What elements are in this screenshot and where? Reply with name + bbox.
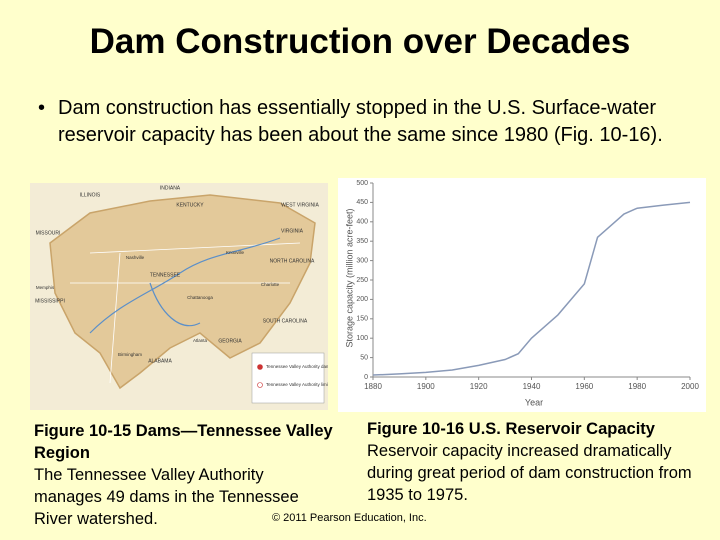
y-tick-label: 200 [356,296,368,303]
chart-bg [338,178,706,412]
x-tick-label: 1980 [628,382,646,391]
tva-region [49,194,316,390]
map-label: ALABAMA [148,358,172,364]
y-tick-label: 100 [356,335,368,342]
x-tick-label: 1940 [523,382,541,391]
slide-title: Dam Construction over Decades [89,22,631,61]
caption-text: The Tennessee Valley Authority manages 4… [34,466,299,528]
y-tick-label: 0 [364,374,368,381]
map-label: GEORGIA [218,338,242,344]
map-legend [251,352,325,404]
map: ILLINOIS INDIANA KENTUCKY WEST VIRGINIA VIRG… [30,183,328,410]
right-caption: Figure 10-16 U.S. Reservoir Capacity Res… [367,418,697,506]
x-tick-label: 1920 [470,382,488,391]
map-label: SOUTH CAROLINA [263,318,308,324]
map-label: Atlanta [193,338,208,343]
x-tick-label: 2000 [681,382,699,391]
map-label: Birmingham [118,352,142,357]
state-borders [70,242,301,384]
map-label: MISSISSIPPI [35,298,65,304]
left-caption: Figure 10-15 Dams—Tennessee Valley Regio… [34,420,334,530]
map-label: Knoxville [226,250,245,255]
bullet-text: Dam construction has essentially stopped… [58,97,663,146]
map-label: Charlotte [261,282,280,287]
map-label: WEST VIRGINIA [281,202,319,208]
caption-title: Figure 10-15 Dams—Tennessee Valley Regio… [34,422,333,462]
map-label: TENNESSEE [150,272,181,278]
caption-text: Reservoir capacity increased dramaticall… [367,442,692,504]
map-label: Nashville [126,255,145,260]
map-label: MISSOURI [36,230,61,236]
chart: Storage capacity (million acre-feet) Yea… [338,178,706,412]
x-tick-label: 1900 [417,382,435,391]
bullet-dot: • [38,97,46,119]
map-label: NORTH CAROLINA [270,258,315,264]
legend-label: Tennessee Valley Authority limits [266,382,328,387]
rivers [89,237,281,334]
legend-icon [257,382,263,388]
y-tick-label: 150 [356,316,368,323]
map-label: INDIANA [160,185,181,191]
map-label: ILLINOIS [80,192,101,198]
map-label: KENTUCKY [176,202,204,208]
y-tick-label: 300 [356,257,368,264]
y-tick-label: 50 [360,354,368,361]
y-tick-label: 250 [356,277,368,284]
y-tick-label: 400 [356,219,368,226]
y-axis-label: Storage capacity (million acre-feet) [344,208,354,347]
map-label: Chattanooga [187,295,213,300]
x-axis-label: Year [525,397,543,407]
x-tick-label: 1880 [364,382,382,391]
y-tick-label: 450 [356,199,368,206]
legend-label: Tennessee Valley Authority dam [266,364,328,369]
legend-icon [257,364,263,370]
caption-title: Figure 10-16 U.S. Reservoir Capacity [367,420,655,438]
x-tick-label: 1960 [575,382,593,391]
data-line [372,201,691,376]
y-tick-label: 350 [356,238,368,245]
y-tick-label: 500 [356,180,368,187]
map-label: VIRGINIA [281,228,304,234]
map-label: Memphis [36,285,55,290]
copyright: © 2011 Pearson Education, Inc. [272,512,427,524]
